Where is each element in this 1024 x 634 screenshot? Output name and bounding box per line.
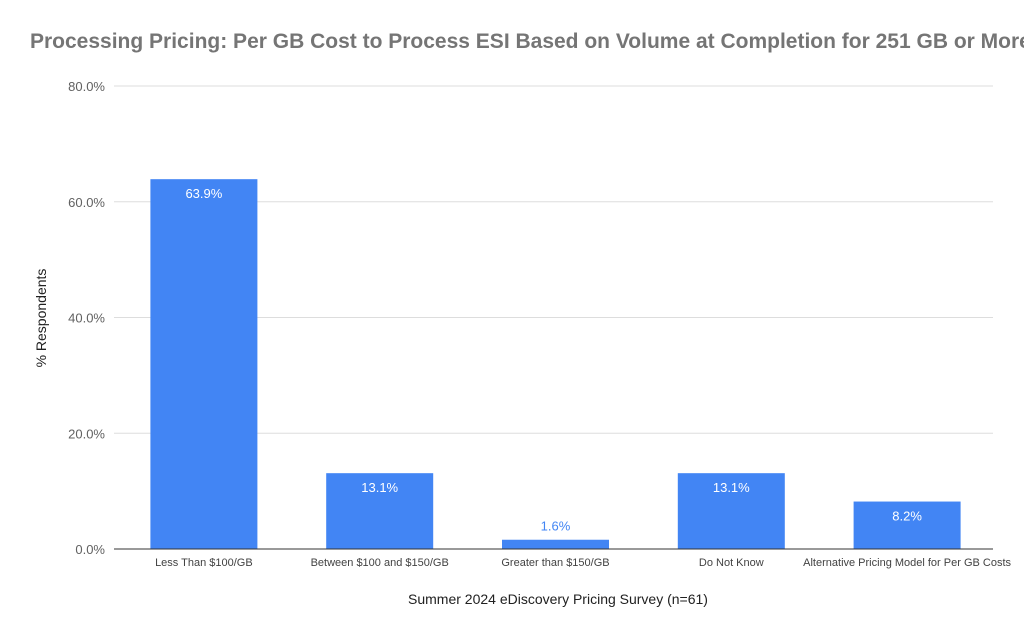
x-category-label: Greater than $150/GB [501, 557, 609, 569]
y-tick-label: 20.0% [68, 426, 105, 441]
y-axis-ticks: 0.0% 20.0% 40.0% 60.0% 80.0% [68, 79, 105, 557]
data-label: 8.2% [892, 509, 922, 524]
x-category-label: Do Not Know [699, 557, 764, 569]
data-labels: 63.9% 13.1% 1.6% 13.1% 8.2% [185, 186, 922, 534]
bar [502, 539, 609, 549]
data-label: 1.6% [541, 519, 571, 534]
x-axis-title: Summer 2024 eDiscovery Pricing Survey (n… [408, 591, 708, 607]
data-label: 13.1% [713, 480, 750, 495]
chart-title: Processing Pricing: Per GB Cost to Proce… [30, 30, 1024, 53]
bar [326, 473, 434, 549]
y-tick-label: 80.0% [68, 79, 105, 94]
bar [853, 501, 961, 549]
x-category-label: Between $100 and $150/GB [311, 557, 449, 569]
x-axis-categories: Less Than $100/GB Between $100 and $150/G… [155, 557, 1011, 569]
x-category-label: Alternative Pricing Model for Per GB Cos… [803, 557, 1011, 569]
bars [150, 179, 961, 549]
bar [150, 179, 258, 549]
bar [677, 473, 785, 549]
y-axis-title: % Respondents [33, 269, 49, 368]
data-label: 13.1% [361, 480, 398, 495]
y-tick-label: 40.0% [68, 311, 105, 326]
x-category-label: Less Than $100/GB [155, 557, 253, 569]
data-label: 63.9% [185, 186, 222, 201]
gridlines [114, 85, 993, 434]
y-tick-label: 60.0% [68, 195, 105, 210]
y-tick-label: 0.0% [75, 542, 105, 557]
